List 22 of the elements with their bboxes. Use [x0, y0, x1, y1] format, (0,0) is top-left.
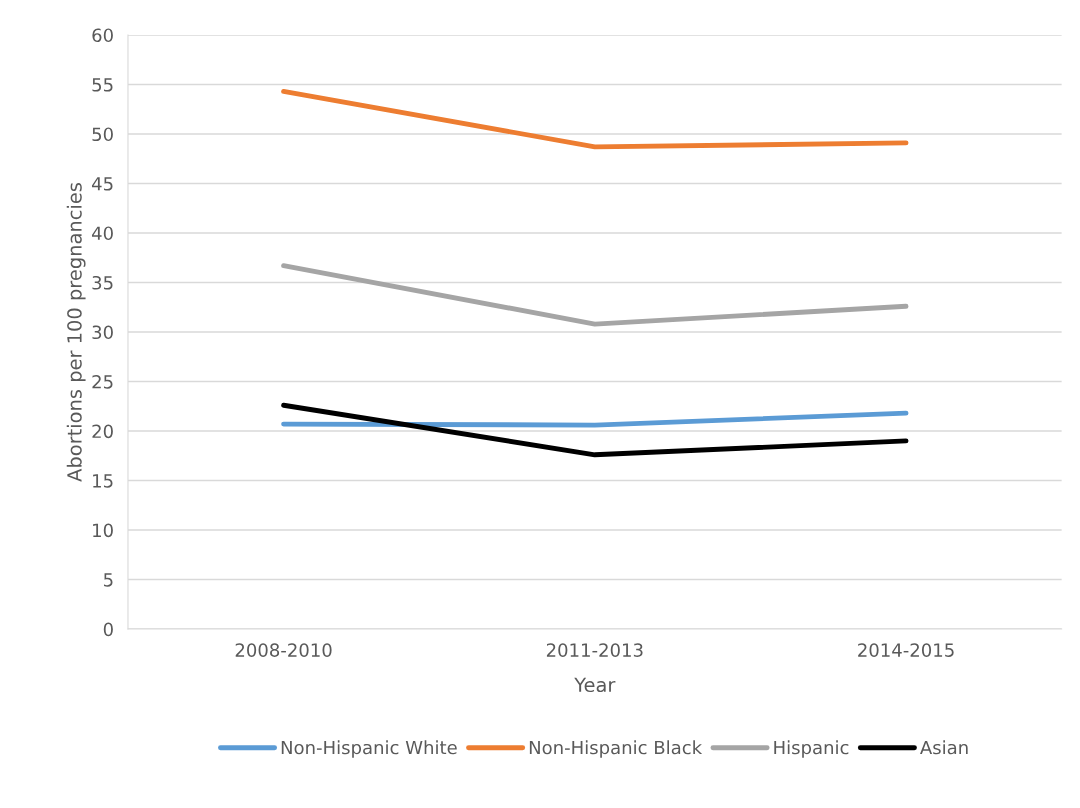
- x-tick-label: 2011-2013: [546, 643, 643, 657]
- y-tick-label: 0: [103, 622, 113, 637]
- y-tick-label: 20: [92, 424, 113, 439]
- legend-label: Asian: [920, 740, 968, 755]
- y-tick-label: 45: [92, 177, 113, 191]
- y-tick-label: 10: [93, 523, 113, 538]
- x-tick-label: 2008-2010: [235, 643, 332, 657]
- y-tick-label: 5: [104, 573, 113, 587]
- x-tick-label: 2014-2015: [858, 643, 954, 657]
- legend-label: Non-Hispanic White: [281, 740, 457, 758]
- y-tick-label: 25: [92, 374, 113, 389]
- legend-label: Non-Hispanic Black: [529, 740, 703, 758]
- y-tick-label: 15: [93, 474, 113, 488]
- y-tick-label: 30: [92, 325, 113, 340]
- y-axis-title: Abortions per 100 pregnancies: [66, 183, 86, 482]
- y-tick-label: 40: [92, 226, 113, 241]
- y-tick-label: 50: [92, 127, 113, 142]
- y-tick-label: 55: [92, 78, 113, 92]
- legend-label: Hispanic: [774, 740, 849, 758]
- y-tick-label: 35: [92, 275, 113, 290]
- y-tick-label: 60: [92, 28, 113, 43]
- x-axis-title: Year: [574, 677, 616, 693]
